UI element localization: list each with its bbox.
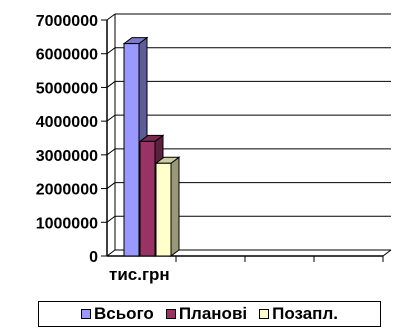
- floor-edge: [382, 249, 392, 257]
- gridline-depth: [106, 182, 116, 189]
- y-tick-label: 5000000: [36, 80, 98, 97]
- y-tick-label: 3000000: [36, 148, 98, 165]
- bar-2-0: [154, 156, 181, 257]
- legend-item-planned: Планові: [165, 304, 248, 324]
- legend-item-total: Всього: [81, 304, 154, 324]
- y-tick-label: 1000000: [36, 215, 98, 232]
- bars: [122, 36, 181, 257]
- gridline-depth: [106, 148, 116, 156]
- y-tick-label: 2000000: [36, 182, 98, 199]
- gridline-depth: [106, 114, 116, 122]
- legend-swatch-unplanned: [259, 309, 270, 319]
- legend-label-planned: Планові: [178, 304, 248, 323]
- legend: Всього Планові Позапл.: [38, 301, 381, 327]
- axes: [106, 14, 392, 262]
- y-tick-label: 4000000: [36, 114, 98, 131]
- bar-chart: 0 1000000 2000000 3000000 4000000 5000000 6000…: [36, 13, 392, 284]
- legend-item-unplanned: Позапл.: [259, 304, 338, 324]
- y-tick-label: 6000000: [36, 47, 98, 64]
- x-tick-labels: тис.грн: [109, 265, 170, 284]
- x-tick-label: тис.грн: [109, 265, 170, 284]
- legend-swatch-planned: [165, 309, 176, 319]
- legend-label-total: Всього: [94, 304, 154, 323]
- gridline-depth: [106, 47, 116, 55]
- y-tick-label: 0: [89, 249, 98, 266]
- gridline-depth: [106, 13, 116, 21]
- legend-swatch-total: [81, 309, 91, 319]
- gridline-depth: [106, 81, 116, 88]
- y-tick-label: 7000000: [36, 13, 98, 30]
- y-tick-labels: 0 1000000 2000000 3000000 4000000 5000000 6000…: [36, 13, 107, 266]
- gridline-depth: [106, 215, 116, 223]
- gridline-depth: [106, 249, 116, 257]
- legend-label-unplanned: Позапл.: [272, 304, 338, 323]
